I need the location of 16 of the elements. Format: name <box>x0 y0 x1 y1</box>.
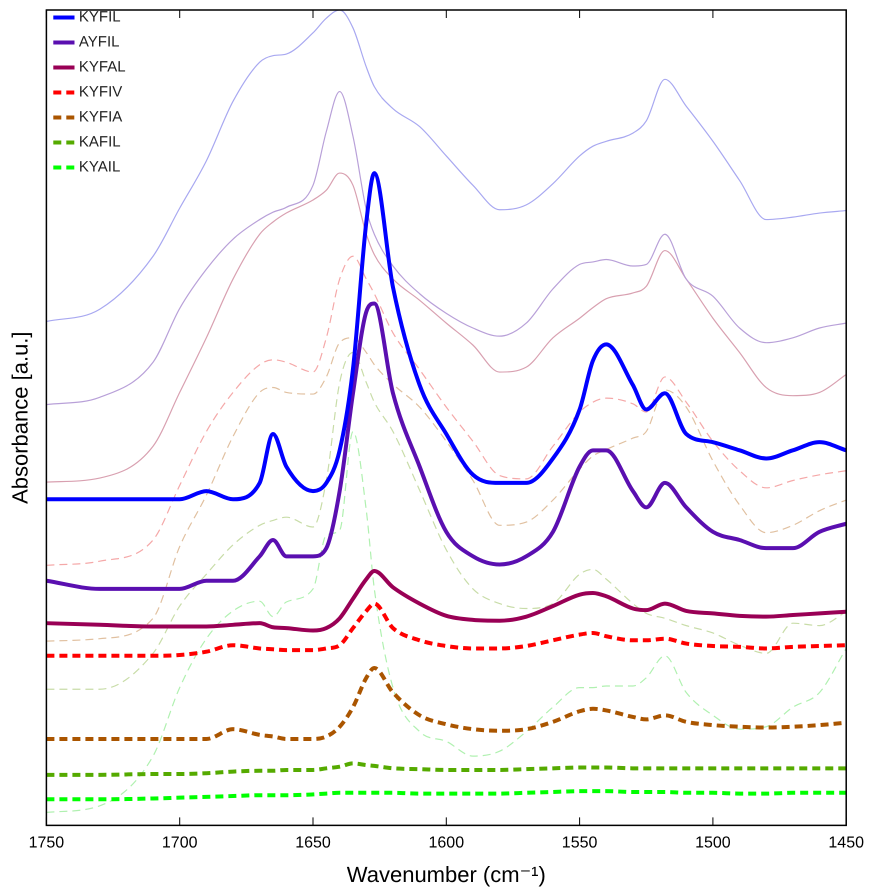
x-tick-label: 1450 <box>828 834 864 852</box>
x-tick-label: 1700 <box>162 834 198 852</box>
legend-label: KAFIL <box>78 134 121 151</box>
legend-label: KYFAL <box>78 58 126 76</box>
x-tick-label: 1750 <box>28 834 64 852</box>
x-tick-label: 1550 <box>562 834 598 852</box>
legend-label: KYFIA <box>78 108 122 126</box>
x-tick-label: 1650 <box>295 834 331 852</box>
legend-label: AYFIL <box>78 34 120 51</box>
x-tick-label: 1500 <box>695 834 731 852</box>
x-axis-title: Wavenumber (cm⁻¹) <box>346 862 546 887</box>
y-axis-title: Absorbance [a.u.] <box>7 331 32 504</box>
legend-label: KYFIV <box>78 84 122 101</box>
legend-label: KYFIL <box>78 8 121 26</box>
x-tick-label: 1600 <box>428 834 464 852</box>
legend-label: KYAIL <box>78 158 120 176</box>
